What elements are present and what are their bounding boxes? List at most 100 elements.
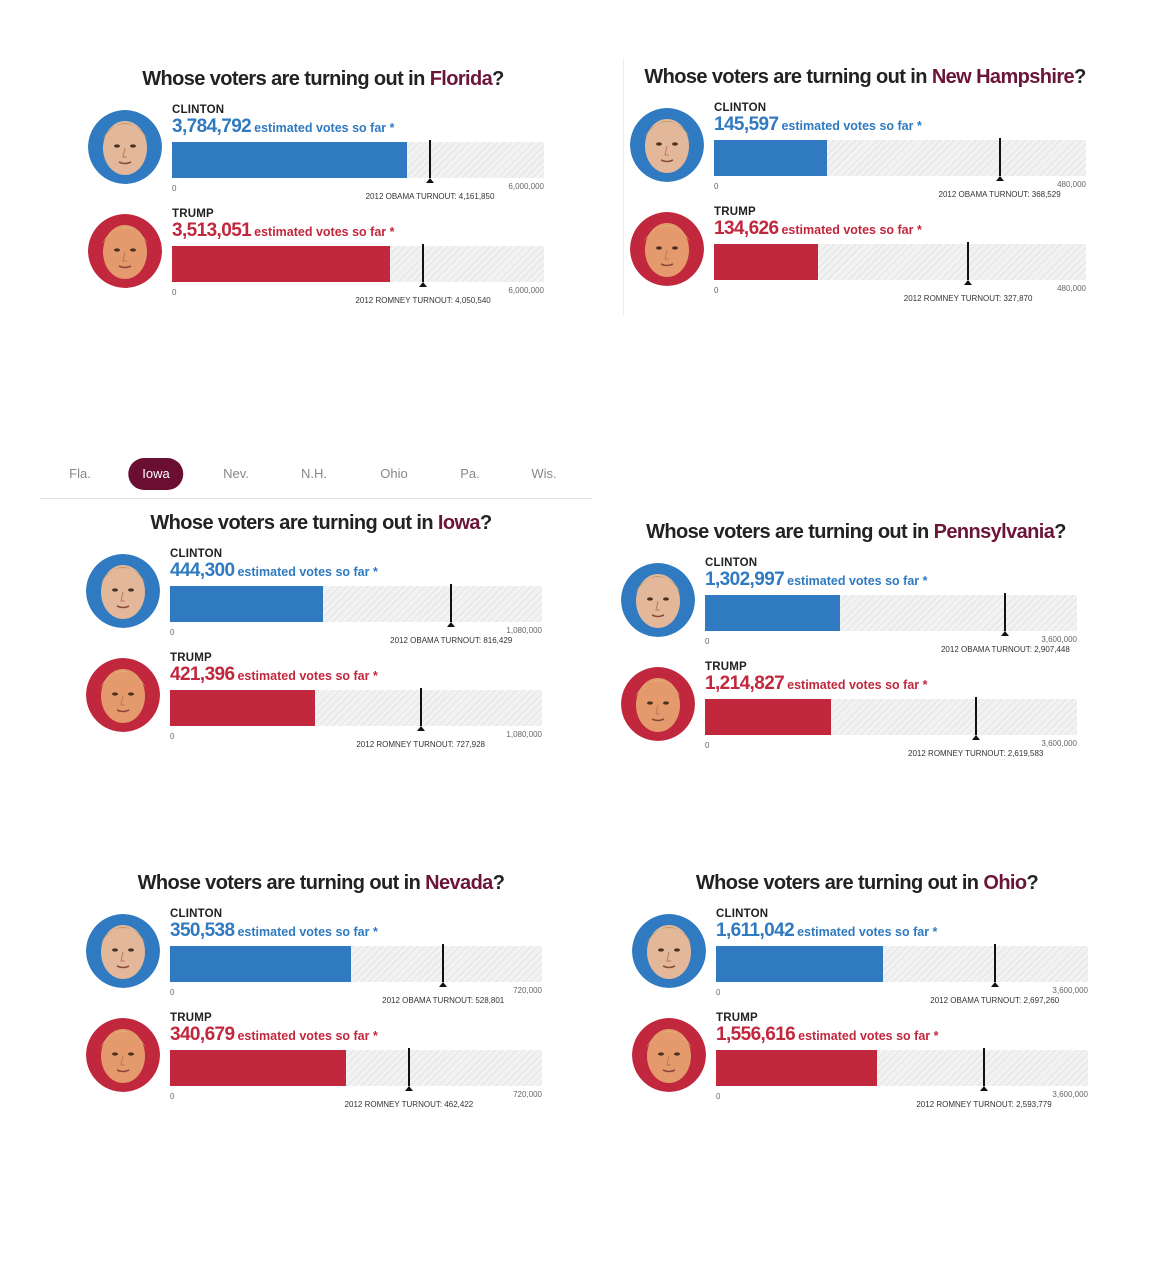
clinton-avatar — [630, 108, 704, 182]
axis-min-label: 0 — [705, 637, 710, 646]
clinton-avatar — [621, 563, 695, 637]
trump-bar-track — [172, 244, 544, 287]
clinton-votes-value: 1,302,997 — [705, 569, 785, 590]
trump-row: TRUMP 340,679 estimated votes so far * 0 720… — [86, 1012, 556, 1109]
trump-name-label: TRUMP — [716, 1012, 758, 1024]
axis-min-label: 0 — [172, 184, 177, 193]
trump-2012-turnout-marker — [964, 242, 973, 285]
turnout-chart-iowa: Whose voters are turning out in Iowa? CLI… — [86, 512, 556, 752]
trump-name-label: TRUMP — [172, 208, 214, 220]
clinton-2012-turnout-label: 2012 OBAMA TURNOUT: 2,697,260 — [930, 996, 1060, 1005]
clinton-row: CLINTON 1,611,042 estimated votes so far *… — [632, 908, 1102, 1005]
clinton-2012-turnout-marker — [1001, 593, 1010, 636]
panel-divider — [623, 58, 624, 316]
tab-wis[interactable]: Wis. — [531, 466, 557, 481]
clinton-row: CLINTON 1,302,997 estimated votes so far *… — [621, 557, 1091, 654]
chart-title-state: Florida — [429, 68, 493, 90]
trump-votes-suffix: estimated votes so far * — [237, 669, 378, 683]
trump-votes-line: 340,679 estimated votes so far * — [170, 1024, 378, 1046]
trump-2012-turnout-marker — [404, 1048, 413, 1091]
turnout-chart-new-hampshire: Whose voters are turning out in New Hamp… — [630, 66, 1100, 306]
trump-name-label: TRUMP — [705, 661, 747, 673]
tab-pa[interactable]: Pa. — [460, 466, 480, 481]
axis-max-label: 3,600,000 — [1041, 635, 1077, 644]
clinton-2012-turnout-label: 2012 OBAMA TURNOUT: 4,161,850 — [365, 192, 495, 201]
trump-votes-value: 421,396 — [170, 664, 235, 685]
clinton-name-label: CLINTON — [705, 557, 758, 569]
clinton-avatar — [88, 110, 162, 184]
trump-bar-track — [716, 1048, 1088, 1091]
clinton-votes-suffix: estimated votes so far * — [797, 925, 938, 939]
clinton-2012-turnout-marker — [447, 584, 456, 627]
clinton-votes-value: 444,300 — [170, 560, 235, 581]
trump-row: TRUMP 1,214,827 estimated votes so far * 0 3… — [621, 661, 1091, 758]
turnout-chart-ohio: Whose voters are turning out in Ohio? CLI… — [632, 872, 1102, 1112]
trump-avatar — [88, 214, 162, 288]
clinton-bar-track — [172, 140, 544, 183]
axis-min-label: 0 — [714, 182, 719, 191]
turnout-chart-nevada: Whose voters are turning out in Nevada? C… — [86, 872, 556, 1112]
trump-2012-turnout-marker — [980, 1048, 988, 1091]
clinton-votes-suffix: estimated votes so far * — [787, 574, 928, 588]
clinton-2012-turnout-marker — [990, 944, 999, 987]
tab-iowa[interactable]: Iowa — [128, 458, 184, 490]
trump-2012-turnout-marker — [971, 697, 980, 740]
clinton-2012-turnout-label: 2012 OBAMA TURNOUT: 368,529 — [938, 190, 1061, 199]
trump-votes-line: 1,556,616 estimated votes so far * — [716, 1024, 938, 1046]
clinton-votes-suffix: estimated votes so far * — [781, 119, 922, 133]
clinton-votes-line: 1,611,042 estimated votes so far * — [716, 920, 937, 942]
chart-title-suffix: ? — [1026, 872, 1039, 894]
trump-votes-suffix: estimated votes so far * — [254, 225, 395, 239]
trump-votes-bar — [170, 1050, 346, 1086]
trump-votes-value: 1,556,616 — [716, 1024, 796, 1045]
trump-bar-track — [170, 1048, 542, 1091]
axis-min-label: 0 — [170, 732, 175, 741]
chart-title-prefix: Whose voters are turning out in — [137, 872, 426, 894]
clinton-name-label: CLINTON — [170, 548, 223, 560]
axis-max-label: 480,000 — [1057, 180, 1086, 189]
trump-votes-bar — [714, 244, 819, 280]
axis-min-label: 0 — [172, 288, 177, 297]
clinton-2012-turnout-marker — [995, 138, 1004, 181]
clinton-name-label: CLINTON — [172, 104, 225, 116]
axis-max-label: 6,000,000 — [508, 286, 544, 295]
trump-row: TRUMP 134,626 estimated votes so far * 0 480… — [630, 206, 1100, 303]
chart-title: Whose voters are turning out in Iowa? — [86, 512, 556, 535]
clinton-votes-suffix: estimated votes so far * — [237, 925, 378, 939]
clinton-bar-track — [170, 944, 542, 987]
chart-title-state: Iowa — [437, 512, 481, 534]
chart-title-suffix: ? — [479, 512, 492, 534]
trump-2012-turnout-label: 2012 ROMNEY TURNOUT: 327,870 — [903, 294, 1033, 303]
clinton-bar-track — [705, 593, 1077, 636]
clinton-row: CLINTON 3,784,792 estimated votes so far *… — [88, 104, 558, 201]
clinton-votes-value: 1,611,042 — [716, 920, 795, 941]
chart-title-suffix: ? — [492, 68, 504, 90]
axis-max-label: 720,000 — [513, 1090, 542, 1099]
clinton-votes-bar — [714, 140, 827, 176]
trump-votes-bar — [172, 246, 390, 282]
trump-2012-turnout-marker — [416, 688, 425, 731]
tab-fla[interactable]: Fla. — [69, 466, 91, 481]
trump-row: TRUMP 421,396 estimated votes so far * 0 1,0… — [86, 652, 556, 749]
trump-name-label: TRUMP — [170, 1012, 212, 1024]
clinton-avatar — [632, 914, 706, 988]
clinton-name-label: CLINTON — [170, 908, 223, 920]
tab-ohio[interactable]: Ohio — [380, 466, 408, 481]
trump-votes-suffix: estimated votes so far * — [237, 1029, 378, 1043]
clinton-votes-value: 3,784,792 — [172, 116, 252, 137]
clinton-votes-line: 444,300 estimated votes so far * — [170, 560, 378, 582]
axis-max-label: 3,600,000 — [1041, 739, 1077, 748]
state-tab-bar: Fla. Iowa Nev. N.H. Ohio Pa. Wis. — [40, 458, 592, 499]
trump-name-label: TRUMP — [170, 652, 212, 664]
axis-min-label: 0 — [705, 741, 710, 750]
trump-votes-value: 1,214,827 — [705, 673, 785, 694]
trump-avatar — [621, 667, 695, 741]
clinton-name-label: CLINTON — [716, 908, 769, 920]
trump-votes-value: 3,513,051 — [172, 220, 252, 241]
chart-title-suffix: ? — [1054, 521, 1066, 543]
chart-title: Whose voters are turning out in Florida? — [88, 68, 558, 91]
clinton-votes-bar — [170, 946, 352, 982]
tab-nh[interactable]: N.H. — [301, 466, 327, 481]
clinton-row: CLINTON 350,538 estimated votes so far * 0 7… — [86, 908, 556, 1005]
tab-nev[interactable]: Nev. — [223, 466, 249, 481]
